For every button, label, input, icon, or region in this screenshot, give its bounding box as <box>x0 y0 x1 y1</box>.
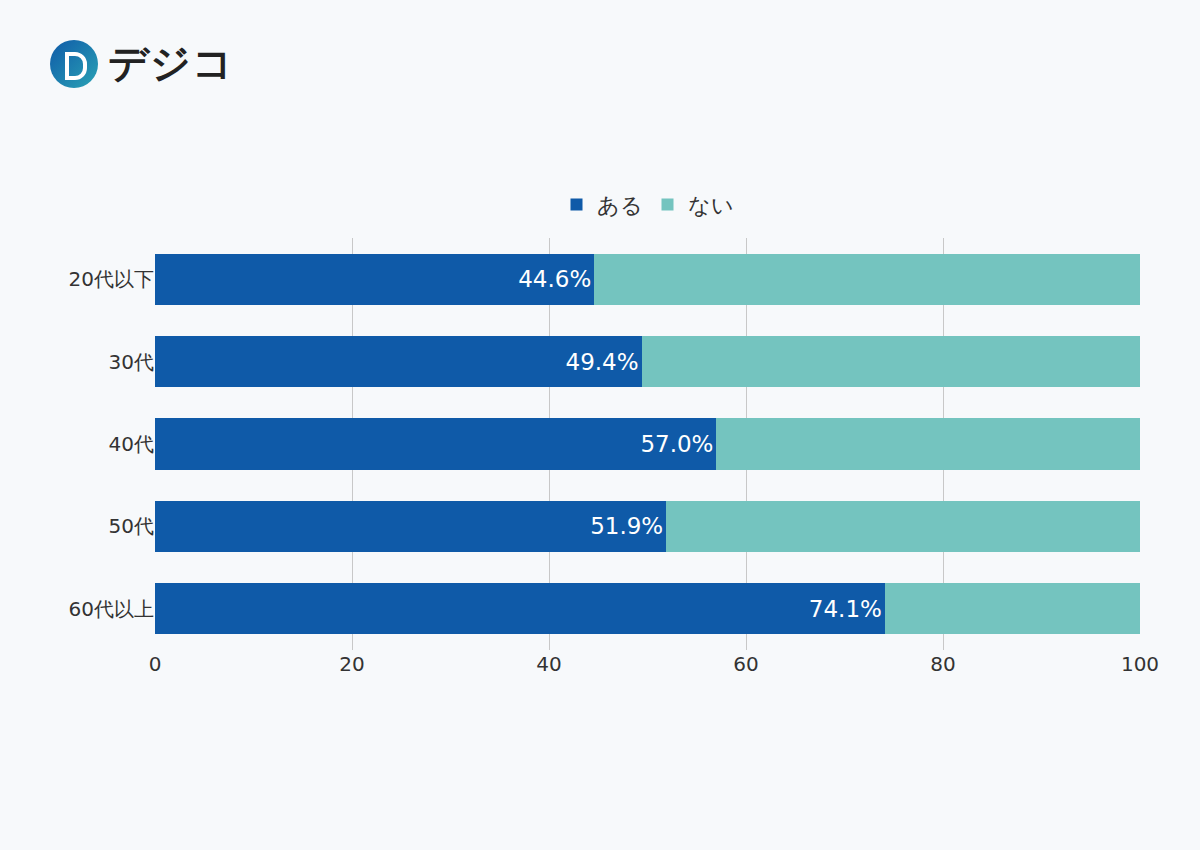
svg-text:40代: 40代 <box>109 432 154 456</box>
svg-text:50代: 50代 <box>109 514 154 538</box>
svg-text:74.1%: 74.1% <box>809 596 882 622</box>
svg-text:ある: ある <box>597 193 643 218</box>
svg-text:44.6%: 44.6% <box>518 266 591 292</box>
svg-text:57.0%: 57.0% <box>640 431 713 457</box>
svg-text:40: 40 <box>536 652 561 676</box>
svg-text:60: 60 <box>733 652 758 676</box>
svg-text:51.9%: 51.9% <box>590 513 663 539</box>
svg-text:30代: 30代 <box>109 350 154 374</box>
svg-text:80: 80 <box>930 652 955 676</box>
svg-text:100: 100 <box>1121 652 1159 676</box>
svg-text:49.4%: 49.4% <box>566 349 639 375</box>
svg-text:20代以下: 20代以下 <box>69 267 154 291</box>
svg-text:ない: ない <box>688 193 734 218</box>
svg-text:20: 20 <box>339 652 364 676</box>
svg-text:60代以上: 60代以上 <box>69 597 154 621</box>
svg-text:0: 0 <box>149 652 162 676</box>
html-text:デジコ: デジコ <box>108 40 234 86</box>
